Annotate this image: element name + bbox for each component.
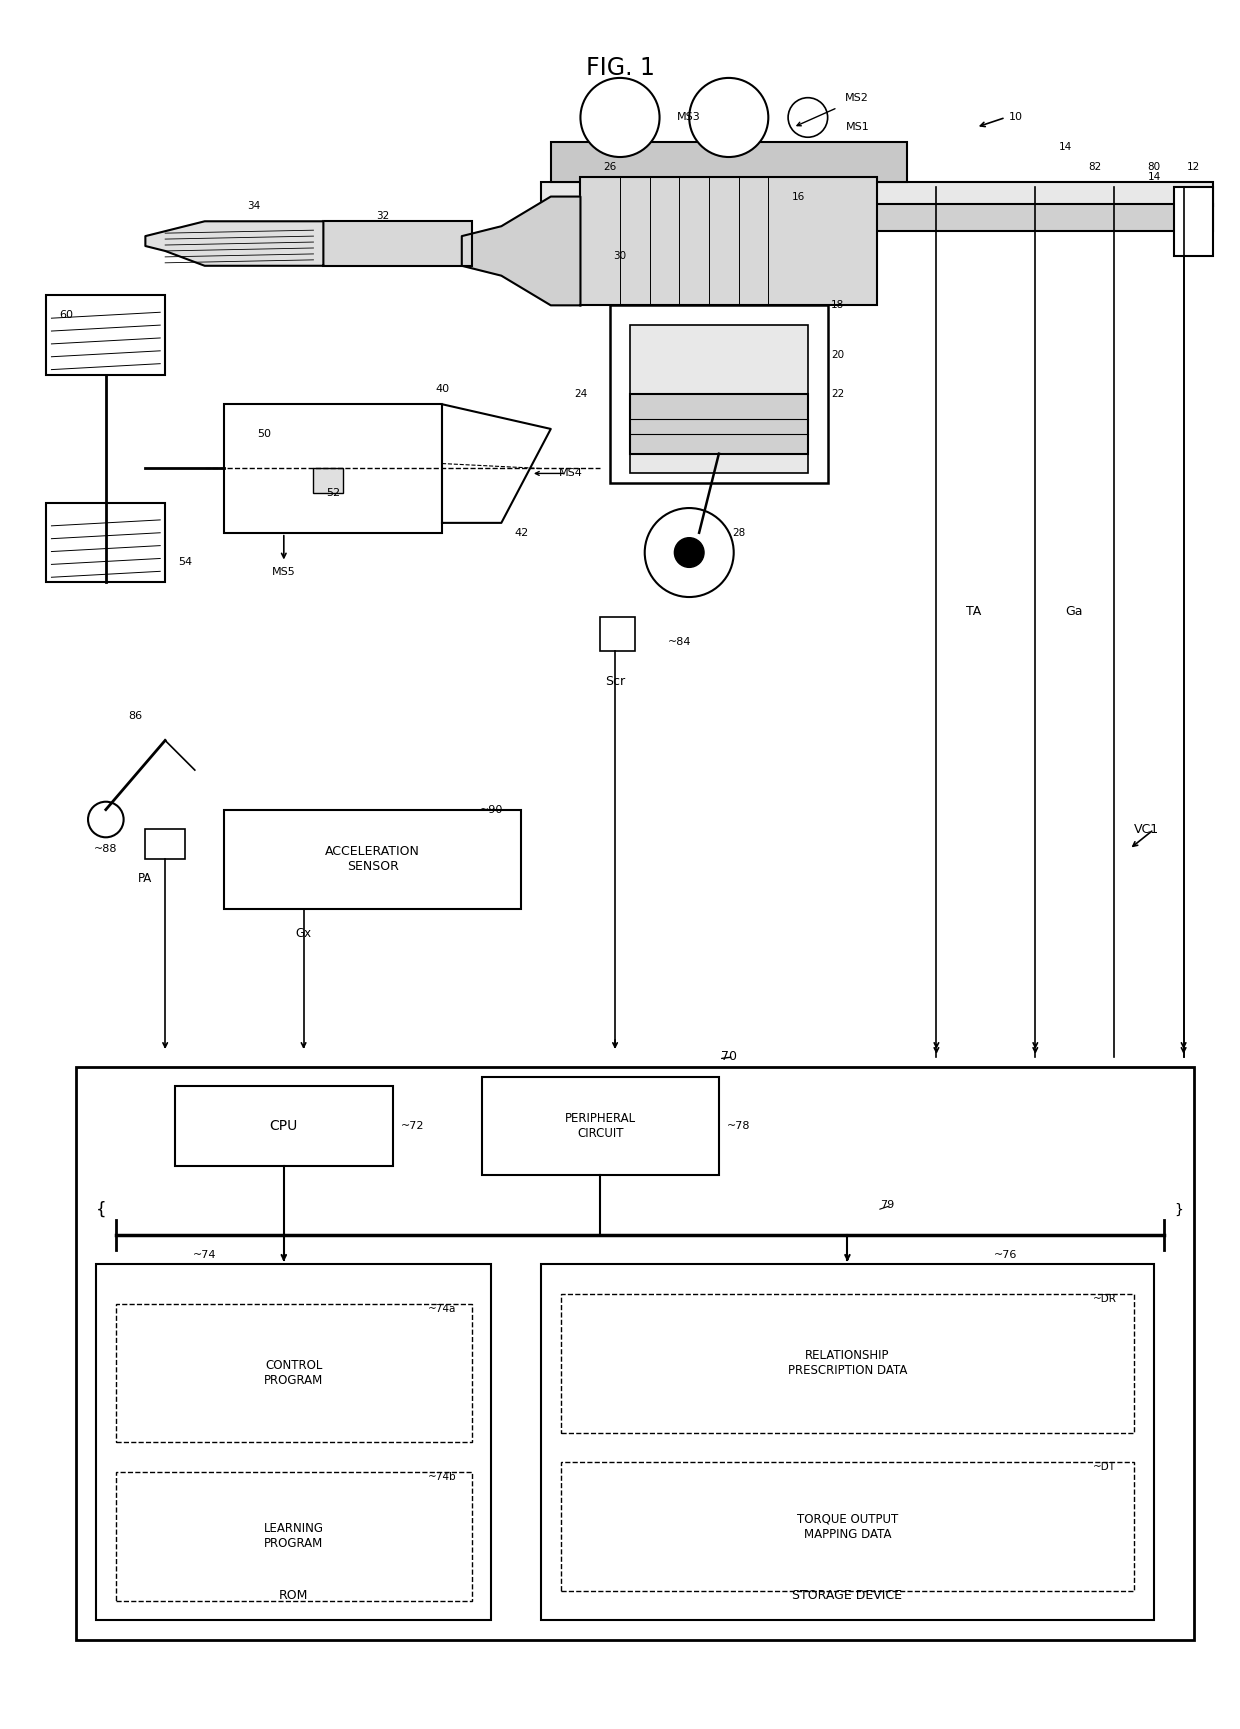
- Text: 14: 14: [1058, 142, 1071, 152]
- Polygon shape: [441, 405, 551, 522]
- Text: 30: 30: [614, 251, 626, 261]
- Text: 82: 82: [1087, 163, 1101, 171]
- Bar: [630, 394, 808, 453]
- Text: 22: 22: [831, 389, 844, 399]
- Text: 18: 18: [831, 301, 844, 309]
- Text: 28: 28: [732, 527, 745, 538]
- Text: 20: 20: [831, 349, 844, 360]
- Text: ROM: ROM: [279, 1589, 309, 1603]
- Text: 24: 24: [574, 389, 587, 399]
- Text: ~88: ~88: [94, 844, 118, 854]
- Text: 40: 40: [435, 384, 449, 394]
- Bar: [630, 325, 808, 474]
- Text: 16: 16: [791, 192, 805, 202]
- Bar: [560, 1463, 1135, 1591]
- Text: 14: 14: [1147, 171, 1161, 182]
- Text: ~DT: ~DT: [1092, 1463, 1116, 1471]
- Text: 52: 52: [326, 488, 340, 498]
- Bar: [224, 809, 521, 908]
- Bar: [560, 1293, 1135, 1433]
- Bar: [610, 306, 827, 484]
- Text: CPU: CPU: [269, 1119, 298, 1132]
- Text: Ga: Ga: [1065, 605, 1083, 619]
- Text: 80: 80: [1147, 163, 1161, 171]
- Polygon shape: [145, 221, 324, 266]
- Text: ~72: ~72: [401, 1120, 424, 1131]
- Polygon shape: [461, 197, 580, 306]
- Text: 12: 12: [1187, 163, 1200, 171]
- Bar: [175, 1086, 393, 1165]
- Text: }: }: [1174, 1203, 1183, 1217]
- Text: 32: 32: [376, 211, 389, 221]
- Bar: [600, 617, 635, 652]
- Bar: [324, 221, 471, 266]
- Text: 60: 60: [60, 309, 73, 320]
- Text: ~74b: ~74b: [428, 1471, 456, 1482]
- Bar: [95, 1264, 491, 1620]
- Circle shape: [689, 78, 769, 157]
- Bar: [145, 830, 185, 859]
- Text: RELATIONSHIP
PRESCRIPTION DATA: RELATIONSHIP PRESCRIPTION DATA: [787, 1349, 908, 1378]
- Text: 79: 79: [880, 1200, 894, 1210]
- Bar: [314, 469, 343, 493]
- Bar: [46, 296, 165, 375]
- Text: 54: 54: [177, 557, 192, 567]
- Text: ~78: ~78: [727, 1120, 750, 1131]
- Text: MS5: MS5: [272, 567, 295, 577]
- Text: {: {: [95, 1202, 107, 1219]
- Text: 10: 10: [1008, 112, 1023, 123]
- Bar: [541, 1264, 1154, 1620]
- Bar: [481, 1077, 719, 1176]
- Text: MS3: MS3: [677, 112, 701, 123]
- Bar: [115, 1304, 471, 1442]
- Text: Gx: Gx: [295, 927, 311, 941]
- Bar: [1174, 187, 1213, 256]
- Text: 70: 70: [720, 1050, 737, 1063]
- Text: LEARNING
PROGRAM: LEARNING PROGRAM: [264, 1523, 324, 1551]
- Text: ~84: ~84: [667, 636, 691, 647]
- Bar: [541, 204, 1213, 232]
- Text: PERIPHERAL
CIRCUIT: PERIPHERAL CIRCUIT: [564, 1112, 636, 1139]
- Text: FIG. 1: FIG. 1: [585, 55, 655, 80]
- Text: STORAGE DEVICE: STORAGE DEVICE: [792, 1589, 903, 1603]
- Text: ~74: ~74: [193, 1250, 217, 1260]
- Text: ACCELERATION
SENSOR: ACCELERATION SENSOR: [325, 845, 420, 873]
- Text: 50: 50: [257, 429, 272, 439]
- Text: ~76: ~76: [994, 1250, 1017, 1260]
- Text: TORQUE OUTPUT
MAPPING DATA: TORQUE OUTPUT MAPPING DATA: [797, 1513, 898, 1541]
- Bar: [224, 405, 441, 533]
- Text: VC1: VC1: [1135, 823, 1159, 835]
- Text: TA: TA: [966, 605, 981, 619]
- Text: 42: 42: [515, 527, 528, 538]
- Text: 86: 86: [129, 711, 143, 721]
- Text: MS1: MS1: [846, 123, 869, 133]
- Text: ~DR: ~DR: [1092, 1293, 1116, 1304]
- Text: MS4: MS4: [559, 469, 583, 479]
- Circle shape: [580, 78, 660, 157]
- Bar: [76, 1067, 1194, 1641]
- Text: PA: PA: [138, 873, 153, 885]
- Text: 34: 34: [248, 202, 260, 211]
- Bar: [580, 176, 877, 306]
- Text: CONTROL
PROGRAM: CONTROL PROGRAM: [264, 1359, 324, 1387]
- Text: MS2: MS2: [846, 93, 869, 102]
- Circle shape: [675, 538, 704, 567]
- Text: 26: 26: [604, 163, 616, 171]
- Text: ~90: ~90: [480, 804, 503, 814]
- Bar: [115, 1471, 471, 1601]
- Bar: [46, 503, 165, 583]
- Text: Scr: Scr: [605, 674, 625, 688]
- Text: ~74a: ~74a: [428, 1304, 456, 1314]
- Bar: [541, 182, 1213, 206]
- Bar: [551, 142, 906, 182]
